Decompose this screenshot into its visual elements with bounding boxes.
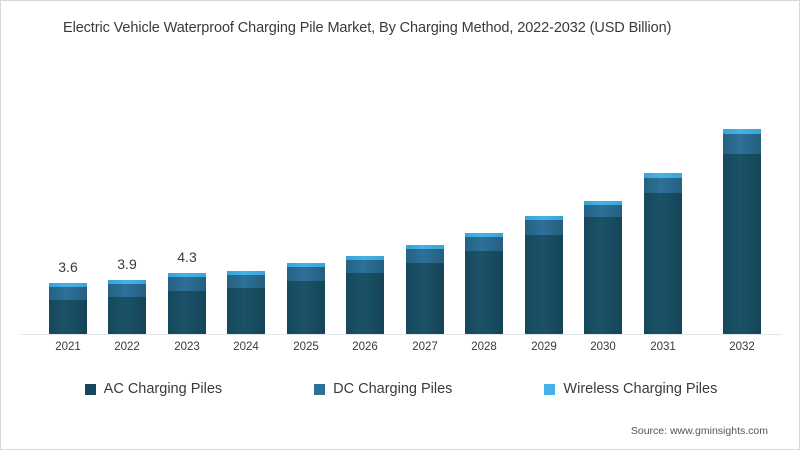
bar-segment-wireless-charging-piles[interactable] (644, 173, 682, 178)
bar-stack (287, 263, 325, 334)
bar-segment-ac-charging-piles[interactable] (168, 291, 206, 334)
bar-segment-ac-charging-piles[interactable] (525, 235, 563, 334)
bar-value-label-2022: 3.9 (117, 256, 137, 272)
bar-value-label-2021: 3.6 (58, 259, 78, 275)
bar-segment-ac-charging-piles[interactable] (227, 288, 265, 334)
chart-legend: AC Charging Piles DC Charging Piles Wirele… (1, 381, 799, 397)
bar-value-label-2023: 4.3 (177, 249, 197, 265)
bar-segment-wireless-charging-piles[interactable] (346, 256, 384, 260)
bar-stack (49, 283, 87, 334)
bar-2029[interactable] (525, 216, 563, 334)
x-tick-2028: 2028 (471, 341, 497, 353)
x-tick-2027: 2027 (412, 341, 438, 353)
bar-segment-ac-charging-piles[interactable] (584, 217, 622, 334)
legend-item-dc-charging-piles[interactable]: DC Charging Piles (314, 381, 452, 397)
bar-stack (644, 173, 682, 334)
bar-2021[interactable] (49, 283, 87, 334)
bar-2023[interactable] (168, 273, 206, 334)
legend-swatch-icon (544, 383, 556, 395)
bar-2028[interactable] (465, 233, 503, 334)
bar-segment-ac-charging-piles[interactable] (49, 300, 87, 334)
x-tick-2029: 2029 (531, 341, 557, 353)
bar-stack (584, 201, 622, 334)
bar-segment-wireless-charging-piles[interactable] (465, 233, 503, 237)
legend-label: Wireless Charging Piles (563, 381, 718, 397)
bar-stack (723, 129, 761, 334)
bar-segment-wireless-charging-piles[interactable] (525, 216, 563, 220)
bar-2032[interactable] (723, 129, 761, 334)
x-tick-2031: 2031 (650, 341, 676, 353)
bar-stack (465, 233, 503, 334)
x-tick-2021: 2021 (55, 341, 81, 353)
bar-segment-dc-charging-piles[interactable] (465, 237, 503, 251)
page-title: Electric Vehicle Waterproof Charging Pil… (63, 20, 672, 36)
bar-segment-ac-charging-piles[interactable] (346, 273, 384, 334)
bar-segment-dc-charging-piles[interactable] (287, 267, 325, 281)
x-tick-2026: 2026 (352, 341, 378, 353)
bar-segment-wireless-charging-piles[interactable] (227, 271, 265, 275)
bar-2022[interactable] (108, 280, 146, 334)
bar-segment-ac-charging-piles[interactable] (723, 154, 761, 334)
bar-segment-ac-charging-piles[interactable] (465, 251, 503, 334)
x-tick-2022: 2022 (114, 341, 140, 353)
bar-segment-dc-charging-piles[interactable] (525, 220, 563, 235)
bar-segment-dc-charging-piles[interactable] (346, 260, 384, 273)
bar-segment-dc-charging-piles[interactable] (227, 275, 265, 288)
bar-stack (406, 245, 444, 334)
bar-segment-ac-charging-piles[interactable] (644, 193, 682, 334)
source-note: Source: www.gminsights.com (630, 425, 768, 437)
bar-segment-wireless-charging-piles[interactable] (108, 280, 146, 284)
bar-segment-dc-charging-piles[interactable] (723, 134, 761, 154)
legend-item-ac-charging-piles[interactable]: AC Charging Piles (84, 381, 223, 397)
bar-2030[interactable] (584, 201, 622, 334)
bar-stack (227, 271, 265, 334)
bar-segment-dc-charging-piles[interactable] (168, 277, 206, 291)
legend-label: AC Charging Piles (103, 381, 223, 397)
x-tick-2024: 2024 (233, 341, 259, 353)
bar-segment-wireless-charging-piles[interactable] (287, 263, 325, 267)
bar-segment-dc-charging-piles[interactable] (108, 284, 146, 297)
bar-2027[interactable] (406, 245, 444, 334)
bar-segment-wireless-charging-piles[interactable] (584, 201, 622, 205)
bar-stack (168, 273, 206, 334)
bar-segment-wireless-charging-piles[interactable] (406, 245, 444, 249)
bar-2031[interactable] (644, 173, 682, 334)
x-tick-2023: 2023 (174, 341, 200, 353)
bar-segment-ac-charging-piles[interactable] (108, 297, 146, 334)
bar-stack (108, 280, 146, 334)
bar-2026[interactable] (346, 256, 384, 334)
bar-segment-wireless-charging-piles[interactable] (723, 129, 761, 134)
bar-stack (346, 256, 384, 334)
legend-label: DC Charging Piles (333, 381, 453, 397)
legend-swatch-icon (84, 383, 96, 395)
x-tick-2025: 2025 (293, 341, 319, 353)
bar-2024[interactable] (227, 271, 265, 334)
bar-segment-wireless-charging-piles[interactable] (49, 283, 87, 287)
legend-item-wireless-charging-piles[interactable]: Wireless Charging Piles (544, 381, 717, 397)
x-tick-2032: 2032 (729, 341, 755, 353)
legend-swatch-icon (314, 383, 326, 395)
bar-segment-wireless-charging-piles[interactable] (168, 273, 206, 277)
bar-segment-dc-charging-piles[interactable] (644, 178, 682, 193)
x-axis-line (21, 334, 781, 335)
bar-stack (525, 216, 563, 334)
bar-segment-dc-charging-piles[interactable] (49, 287, 87, 300)
bar-segment-ac-charging-piles[interactable] (287, 281, 325, 334)
bar-segment-dc-charging-piles[interactable] (406, 249, 444, 263)
x-tick-2030: 2030 (590, 341, 616, 353)
bar-segment-ac-charging-piles[interactable] (406, 263, 444, 334)
bar-2025[interactable] (287, 263, 325, 334)
bar-segment-dc-charging-piles[interactable] (584, 205, 622, 217)
